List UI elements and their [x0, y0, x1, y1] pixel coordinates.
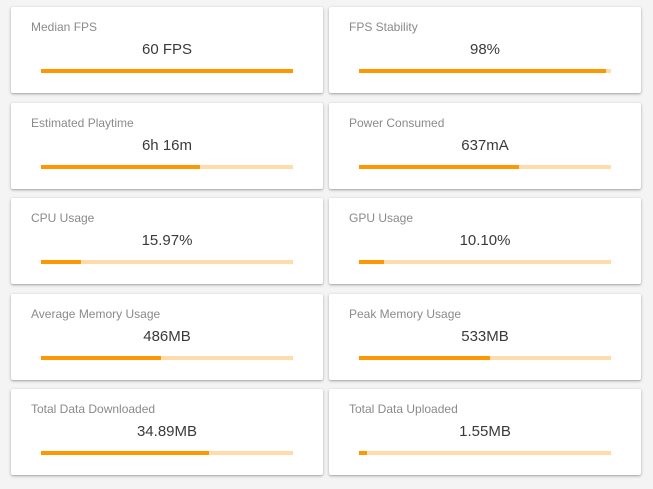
metric-card-median-fps: Median FPS 60 FPS: [11, 7, 323, 93]
progress-bar: [359, 451, 611, 455]
progress-bar: [41, 260, 293, 264]
progress-bar-fill: [41, 355, 161, 360]
progress-bar-fill: [359, 260, 385, 264]
metric-card-power-consumed: Power Consumed 637mA: [329, 102, 641, 189]
metric-value: 486MB: [143, 327, 191, 345]
metric-value: 98%: [469, 41, 501, 58]
progress-bar-fill: [359, 164, 520, 169]
metric-value: 533MB: [461, 327, 509, 345]
progress-bar-fill: [41, 451, 210, 455]
metric-card-fps-stability: FPS Stability 98%: [329, 7, 641, 93]
metric-value: 6h 16m: [141, 136, 193, 154]
metric-card-total-data-downloaded: Total Data Downloaded 34.89MB: [11, 389, 323, 475]
metric-title: FPS Stability: [349, 20, 418, 34]
progress-bar-fill: [41, 69, 293, 73]
progress-bar-fill: [41, 260, 82, 264]
progress-bar: [41, 355, 293, 360]
metric-title: Peak Memory Usage: [349, 306, 462, 321]
metric-value: 637mA: [461, 136, 509, 154]
metric-title: Median FPS: [31, 20, 98, 34]
progress-bar: [359, 355, 611, 360]
metric-card-gpu-usage: GPU Usage 10.10%: [329, 198, 641, 284]
progress-bar-fill: [41, 164, 200, 169]
metric-title: Power Consumed: [349, 115, 445, 130]
metric-title: Estimated Playtime: [31, 115, 134, 130]
metric-value: 60 FPS: [141, 41, 193, 58]
metric-card-total-data-uploaded: Total Data Uploaded 1.55MB: [329, 389, 641, 475]
metric-title: CPU Usage: [31, 211, 95, 225]
metric-card-cpu-usage: CPU Usage 15.97%: [11, 198, 323, 284]
progress-bar: [41, 451, 293, 455]
progress-bar: [41, 164, 293, 169]
progress-bar-fill: [359, 355, 491, 360]
metric-title: Total Data Downloaded: [31, 402, 156, 416]
metric-title: GPU Usage: [349, 211, 414, 225]
progress-bar: [359, 69, 611, 73]
metric-title: Average Memory Usage: [31, 306, 161, 321]
metric-value: 1.55MB: [459, 423, 511, 440]
progress-bar-fill: [359, 451, 367, 455]
metric-value: 15.97%: [141, 232, 193, 249]
progress-bar: [41, 69, 293, 73]
metrics-grid: Median FPS 60 FPS FPS Stability 98% Esti…: [11, 7, 641, 475]
progress-bar-fill: [359, 69, 606, 73]
metric-value: 34.89MB: [136, 423, 198, 440]
metric-value: 10.10%: [459, 232, 511, 249]
metric-card-estimated-playtime: Estimated Playtime 6h 16m: [11, 102, 323, 189]
progress-bar: [359, 164, 611, 169]
progress-bar: [359, 260, 611, 264]
metric-card-average-memory-usage: Average Memory Usage 486MB: [11, 293, 323, 380]
metric-card-peak-memory-usage: Peak Memory Usage 533MB: [329, 293, 641, 380]
metric-title: Total Data Uploaded: [349, 402, 458, 416]
